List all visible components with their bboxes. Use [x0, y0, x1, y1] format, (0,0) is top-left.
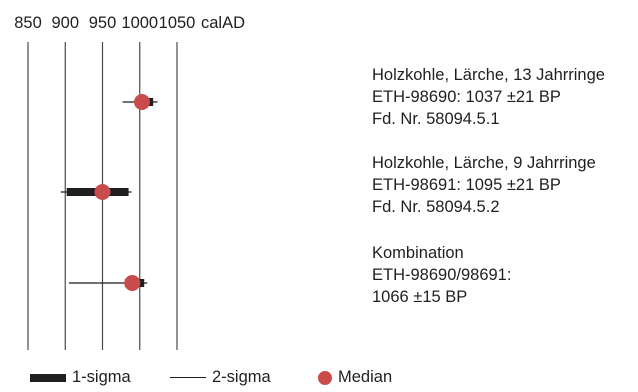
sample-2-line-2: ETH-98691: 1095 ±21 BP	[372, 176, 561, 194]
tick-label-1050: 1050	[159, 14, 196, 32]
median-point-1	[133, 94, 150, 110]
combination-line-1: Kombination	[372, 244, 464, 262]
legend-label-one-sigma: 1-sigma	[72, 368, 131, 386]
tick-label-950: 950	[89, 14, 117, 32]
median-point-3	[124, 275, 141, 291]
legend-label-two-sigma: 2-sigma	[212, 368, 271, 386]
sample-2-line-3: Fd. Nr. 58094.5.2	[372, 198, 500, 216]
sample-2-line-1: Holzkohle, Lärche, 9 Jahrringe	[372, 154, 596, 172]
sample-2-annotation: Holzkohle, Lärche, 9 Jahrringe ETH-98691…	[372, 152, 596, 218]
legend-item-one-sigma: 1-sigma	[30, 368, 131, 387]
sample-1-line-1: Holzkohle, Lärche, 13 Jahrringe	[372, 66, 605, 84]
legend-item-median: Median	[318, 368, 392, 387]
median-point-2	[94, 184, 111, 200]
combination-line-2: ETH-98690/98691:	[372, 266, 512, 284]
median-swatch	[318, 370, 332, 385]
calibration-chart: 850 900 950 1000 1050 calAD	[14, 14, 245, 350]
legend-item-two-sigma: 2-sigma	[170, 368, 271, 387]
axis-unit-label: calAD	[201, 14, 245, 32]
tick-label-1000: 1000	[121, 14, 158, 32]
tick-label-850: 850	[14, 14, 42, 32]
one-sigma-swatch	[30, 373, 66, 382]
sample-1-line-3: Fd. Nr. 58094.5.1	[372, 110, 500, 128]
two-sigma-swatch	[170, 376, 206, 379]
sample-1-annotation: Holzkohle, Lärche, 13 Jahrringe ETH-9869…	[372, 64, 605, 130]
combination-line-3: 1066 ±15 BP	[372, 288, 468, 306]
combination-annotation: Kombination ETH-98690/98691: 1066 ±15 BP	[372, 242, 511, 308]
tick-label-900: 900	[51, 14, 79, 32]
sample-1-line-2: ETH-98690: 1037 ±21 BP	[372, 88, 561, 106]
legend-label-median: Median	[338, 368, 393, 386]
